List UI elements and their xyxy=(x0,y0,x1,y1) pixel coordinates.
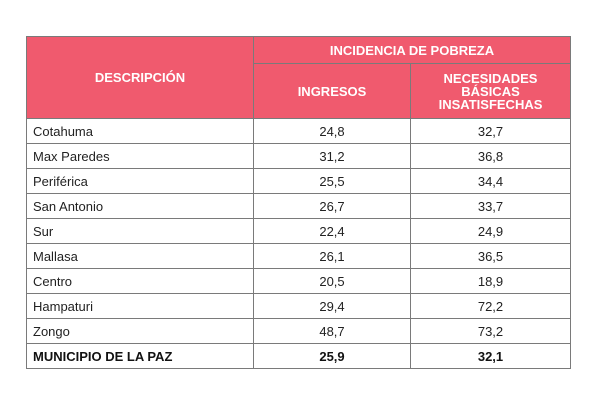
row-ingresos: 22,4 xyxy=(253,218,411,244)
header-incidencia-pobreza: INCIDENCIA DE POBREZA xyxy=(252,36,572,64)
row-ingresos: 26,7 xyxy=(253,193,411,219)
row-nbi: 18,9 xyxy=(409,268,572,294)
row-nbi: 24,9 xyxy=(409,218,572,244)
header-necesidades-basicas: NECESIDADES BÁSICAS INSATISFECHAS xyxy=(409,63,572,119)
row-ingresos: 31,2 xyxy=(253,143,411,169)
row-name: Max Paredes xyxy=(26,143,254,169)
table-row: Sur 22,4 24,9 xyxy=(26,218,572,244)
row-name: Sur xyxy=(26,218,254,244)
row-nbi: 36,8 xyxy=(409,143,572,169)
header-row-sub: INGRESOS NECESIDADES BÁSICAS INSATISFECH… xyxy=(27,63,572,119)
row-ingresos: 24,8 xyxy=(253,118,411,144)
row-name: Mallasa xyxy=(26,243,254,269)
row-nbi: 72,2 xyxy=(409,293,572,319)
table-row: Periférica 25,5 34,4 xyxy=(26,168,572,194)
poverty-incidence-table: DESCRIPCIÓN INCIDENCIA DE POBREZA INGRES… xyxy=(26,36,572,369)
row-nbi: 33,7 xyxy=(409,193,572,219)
total-nbi: 32,1 xyxy=(409,343,572,369)
row-ingresos: 48,7 xyxy=(253,318,411,344)
header-nbi-line3: INSATISFECHAS xyxy=(438,96,543,112)
row-nbi: 34,4 xyxy=(409,168,572,194)
header-ingresos: INGRESOS xyxy=(253,63,411,119)
table-row: Cotahuma 24,8 32,7 xyxy=(26,118,572,144)
row-ingresos: 20,5 xyxy=(253,268,411,294)
total-ingresos: 25,9 xyxy=(253,343,411,369)
total-name: MUNICIPIO DE LA PAZ xyxy=(26,343,254,369)
row-nbi: 73,2 xyxy=(409,318,572,344)
row-name: Centro xyxy=(26,268,254,294)
row-name: San Antonio xyxy=(26,193,254,219)
table-row: Max Paredes 31,2 36,8 xyxy=(26,143,572,169)
row-nbi: 36,5 xyxy=(409,243,572,269)
table-row: Hampaturi 29,4 72,2 xyxy=(26,293,572,319)
row-nbi: 32,7 xyxy=(409,118,572,144)
row-ingresos: 25,5 xyxy=(253,168,411,194)
header-nbi-line1: NECESIDADES xyxy=(443,70,538,86)
header-row-top: DESCRIPCIÓN INCIDENCIA DE POBREZA xyxy=(26,36,572,119)
total-row: MUNICIPIO DE LA PAZ 25,9 32,1 xyxy=(26,343,572,369)
row-ingresos: 26,1 xyxy=(253,243,411,269)
table-row: San Antonio 26,7 33,7 xyxy=(26,193,572,219)
row-name: Cotahuma xyxy=(26,118,254,144)
row-name: Periférica xyxy=(26,168,254,194)
row-ingresos: 29,4 xyxy=(253,293,411,319)
table-row: Mallasa 26,1 36,5 xyxy=(26,243,572,269)
row-name: Zongo xyxy=(26,318,254,344)
table-row: Centro 20,5 18,9 xyxy=(26,268,572,294)
table-row: Zongo 48,7 73,2 xyxy=(26,318,572,344)
row-name: Hampaturi xyxy=(26,293,254,319)
header-nbi-line2: BÁSICAS xyxy=(461,83,520,99)
header-descripcion: DESCRIPCIÓN xyxy=(26,36,254,119)
